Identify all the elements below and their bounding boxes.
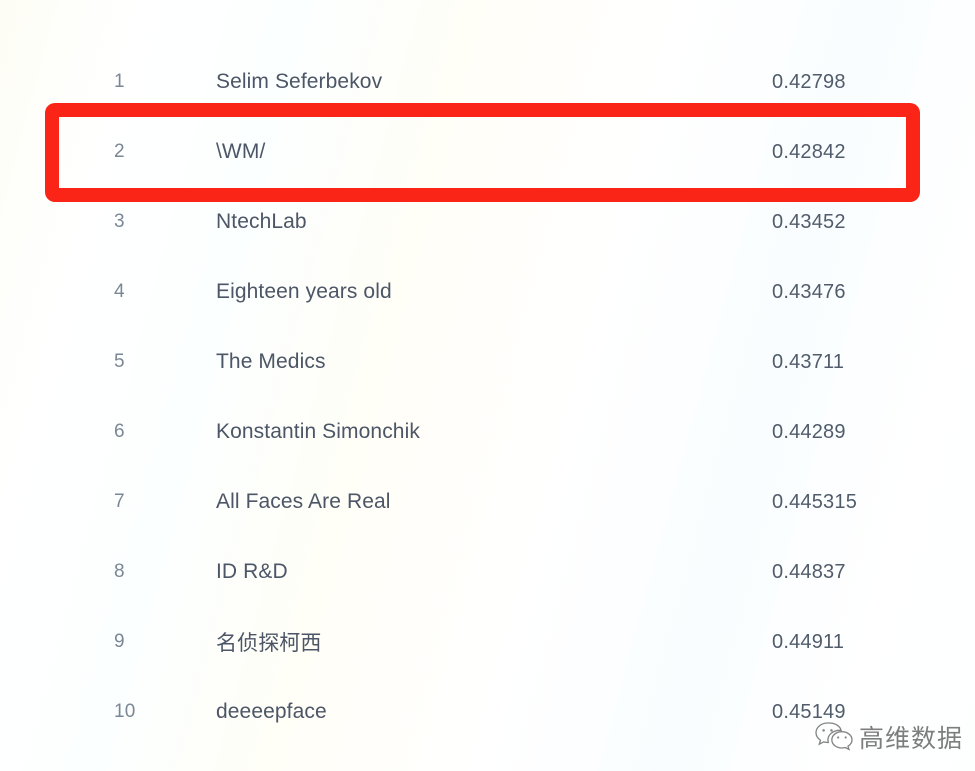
table-row[interactable]: 4 Eighteen years old 0.43476 <box>0 257 975 327</box>
score-cell: 0.42798 <box>772 70 846 93</box>
team-name-cell: ID R&D <box>216 560 288 583</box>
score-cell: 0.44289 <box>772 420 846 443</box>
score-cell: 0.43476 <box>772 280 846 303</box>
rank-cell: 3 <box>114 211 125 232</box>
table-row[interactable]: 6 Konstantin Simonchik 0.44289 <box>0 397 975 467</box>
rank-cell: 5 <box>114 351 125 372</box>
team-name-cell: 名侦探柯西 <box>216 632 322 655</box>
score-cell: 0.43452 <box>772 210 846 233</box>
team-name-cell: deeeepface <box>216 700 327 723</box>
score-cell: 0.44837 <box>772 560 846 583</box>
table-row[interactable]: 1 Selim Seferbekov 0.42798 <box>0 47 975 117</box>
table-row[interactable]: 10 deeeepface 0.45149 <box>0 677 975 747</box>
table-row[interactable]: 8 ID R&D 0.44837 <box>0 537 975 607</box>
team-name-cell: The Medics <box>216 350 326 373</box>
team-name-cell: Selim Seferbekov <box>216 70 383 93</box>
table-row[interactable]: 5 The Medics 0.43711 <box>0 327 975 397</box>
rank-cell: 7 <box>114 491 125 512</box>
rank-cell: 2 <box>114 141 125 162</box>
rank-cell: 10 <box>114 701 136 722</box>
table-row[interactable]: 7 All Faces Are Real 0.445315 <box>0 467 975 537</box>
rank-cell: 9 <box>114 631 125 652</box>
score-cell: 0.445315 <box>772 490 858 513</box>
score-cell: 0.42842 <box>772 140 846 163</box>
table-row[interactable]: 9 名侦探柯西 0.44911 <box>0 607 975 677</box>
score-cell: 0.44911 <box>772 630 845 653</box>
score-cell: 0.43711 <box>772 350 845 373</box>
table-row[interactable]: 2 \WM/0.42842 <box>0 117 975 187</box>
team-name-cell: All Faces Are Real <box>216 490 391 513</box>
team-name-cell: Konstantin Simonchik <box>216 420 420 443</box>
rank-cell: 1 <box>114 71 125 92</box>
team-name-cell: \WM/ <box>216 140 266 163</box>
rank-cell: 8 <box>114 561 125 582</box>
team-name-cell: Eighteen years old <box>216 280 392 303</box>
rank-cell: 4 <box>114 281 125 302</box>
score-cell: 0.45149 <box>772 700 846 723</box>
table-row[interactable]: 3 NtechLab 0.43452 <box>0 187 975 257</box>
rank-cell: 6 <box>114 421 125 442</box>
team-name-cell: NtechLab <box>216 210 307 233</box>
